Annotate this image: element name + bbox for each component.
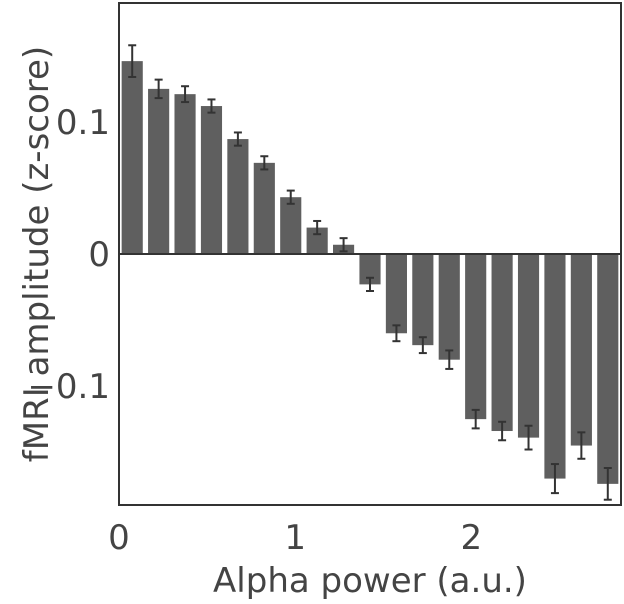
bar — [280, 197, 302, 254]
error-bar — [445, 349, 454, 370]
error-bar — [392, 324, 401, 343]
bar — [253, 162, 275, 254]
y-axis-label: fMRI amplitude (z-score) — [17, 46, 57, 462]
bar — [200, 106, 223, 254]
bar — [148, 88, 170, 254]
bar — [517, 254, 540, 438]
plot-frame — [118, 2, 622, 506]
error-bar — [233, 131, 242, 147]
x-axis-label: Alpha power (a.u.) — [213, 561, 527, 601]
error-bar — [313, 219, 322, 236]
error-bar — [339, 237, 348, 253]
error-bars-group — [128, 44, 612, 501]
bar — [174, 94, 196, 254]
error-bar — [286, 189, 295, 205]
error-bar — [524, 424, 533, 451]
error-bar — [418, 336, 427, 355]
x-tick-labels: 0 1 2 — [108, 518, 482, 558]
x-tick-label: 1 — [284, 518, 306, 558]
bar — [412, 254, 434, 346]
bar — [438, 254, 460, 360]
bar — [597, 254, 619, 484]
error-bar — [471, 408, 480, 430]
error-bar — [366, 276, 374, 292]
bar — [227, 139, 249, 254]
bar — [385, 254, 407, 334]
y-tick-label: 0.1 — [56, 103, 110, 143]
bar — [306, 227, 328, 254]
y-tick-label: −0.1 — [27, 367, 110, 407]
error-bar — [207, 98, 216, 114]
error-bar — [260, 155, 269, 171]
bar — [465, 254, 487, 420]
error-bar — [498, 420, 507, 442]
error-bar — [154, 78, 163, 100]
bar — [359, 254, 381, 285]
bars-group — [121, 61, 619, 484]
bar — [544, 254, 566, 479]
error-bar — [128, 44, 137, 78]
bar — [570, 254, 592, 446]
error-bar — [181, 85, 190, 104]
y-tick-label: 0 — [88, 235, 110, 275]
error-bar — [577, 431, 586, 460]
bar — [121, 61, 143, 255]
bar — [491, 254, 513, 432]
error-bar — [550, 463, 559, 495]
x-tick-label: 0 — [108, 518, 130, 558]
x-tick-label: 2 — [460, 518, 482, 558]
error-bar — [603, 467, 612, 501]
y-tick-labels: 0.1 0 −0.1 — [27, 103, 110, 407]
